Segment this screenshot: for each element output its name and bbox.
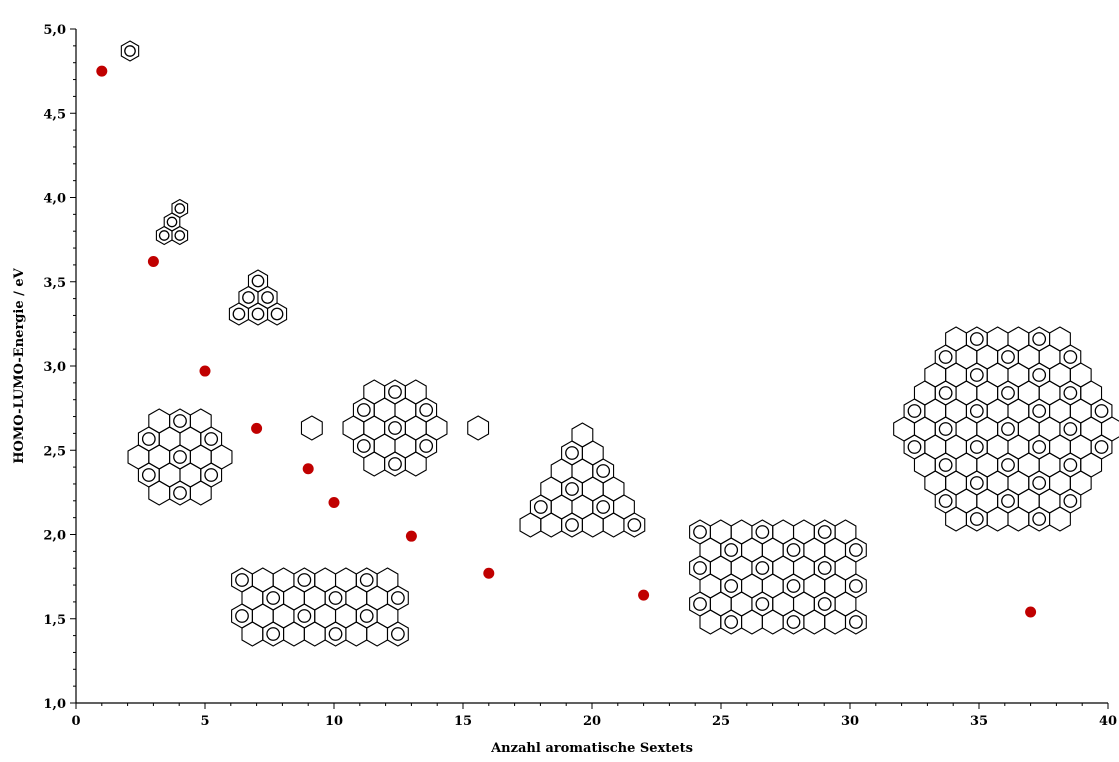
y-tick-label: 1,5 (43, 613, 66, 628)
pah-large-hexagon-icon (893, 326, 1119, 532)
y-tick-label: 3,0 (43, 360, 66, 375)
data-points (96, 65, 1037, 618)
x-tick-label: 40 (1099, 714, 1117, 729)
data-point (199, 365, 211, 377)
data-point (328, 496, 340, 508)
x-tick-label: 15 (454, 714, 472, 729)
x-tick-label: 5 (200, 714, 209, 729)
y-axis-title: HOMO-LUMO-Energie / eV (12, 267, 27, 463)
data-point (1025, 606, 1037, 618)
pah-rectangle-icon (231, 567, 409, 647)
y-tick-label: 1,0 (43, 697, 66, 712)
x-tick-label: 0 (71, 714, 80, 729)
pah-hexagon-icon (127, 408, 233, 506)
x-tick-label: 10 (325, 714, 343, 729)
x-tick-label: 35 (970, 714, 988, 729)
molecule-illustrations (120, 40, 1119, 647)
data-point (638, 589, 650, 601)
y-tick-label: 4,5 (43, 107, 66, 122)
ticks: 0 5 10 15 20 25 30 35 40 1,0 1,5 2,0 2,5 3,0 3,5 4,0 4,5… (43, 23, 1117, 729)
pah-rhombus-icon (300, 379, 490, 477)
pah-triangle-large-icon (519, 422, 646, 538)
x-tick-label: 20 (583, 714, 601, 729)
x-axis-title: Anzahl aromatische Sextets (490, 741, 693, 756)
y-tick-label: 3,5 (43, 276, 66, 291)
benzene-icon (120, 40, 140, 62)
data-point (302, 463, 314, 475)
data-point (251, 422, 263, 434)
axes (75, 29, 1108, 704)
y-tick-label: 2,5 (43, 444, 66, 459)
y-tick-label: 4,0 (43, 192, 66, 207)
x-tick-label: 25 (712, 714, 730, 729)
data-point (405, 530, 417, 542)
y-tick-label: 2,0 (43, 529, 66, 544)
pah-triangle-icon (228, 269, 288, 326)
data-point (96, 65, 108, 77)
pah-large-rectangle-icon (689, 519, 867, 635)
x-tick-label: 30 (841, 714, 859, 729)
triphenylene-icon (155, 198, 189, 246)
data-point (147, 256, 159, 268)
y-tick-label: 5,0 (43, 23, 66, 38)
data-point (483, 567, 495, 579)
